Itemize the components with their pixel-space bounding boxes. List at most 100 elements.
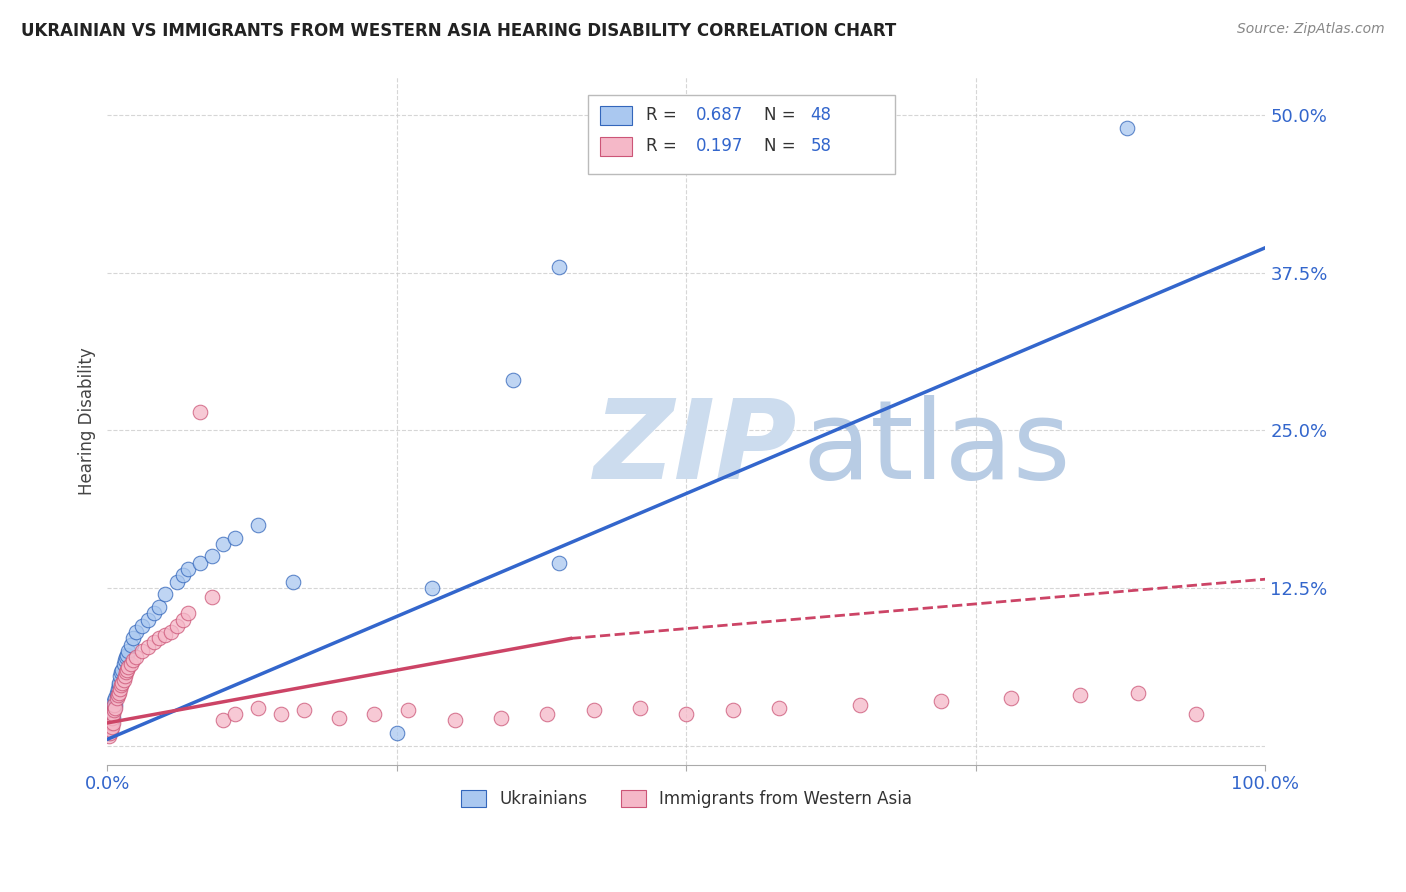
Point [125,650,148,665]
Point [120,657,142,671]
Point [142,606,165,620]
Y-axis label: Hearing Disability: Hearing Disability [79,347,96,495]
Point [188,404,211,418]
Point [136,613,159,627]
Point [224,531,246,545]
Point [101,711,124,725]
Point [224,707,246,722]
Point [443,714,465,728]
Point [675,707,697,722]
Point [125,625,148,640]
Point [420,581,443,595]
Point [101,715,124,730]
Point [107,688,129,702]
Point [246,518,269,533]
Point [1126,686,1149,700]
Point [97,729,120,743]
Point [98,726,121,740]
Point [111,663,134,677]
Point [108,675,131,690]
Text: R =: R = [645,137,682,155]
Point [246,700,269,714]
Point [166,619,188,633]
Point [114,669,136,683]
Text: Source: ZipAtlas.com: Source: ZipAtlas.com [1237,22,1385,37]
Point [110,665,132,680]
Point [108,669,131,683]
Point [363,707,385,722]
Point [177,562,200,576]
Point [582,703,605,717]
Point [281,574,304,589]
Point [100,723,122,738]
Point [117,644,139,658]
Point [172,568,194,582]
Point [188,556,211,570]
Point [160,625,183,640]
Point [101,711,124,725]
Point [212,714,235,728]
Point [98,723,121,738]
Point [117,660,139,674]
Point [97,726,120,740]
Text: 0.197: 0.197 [696,137,744,155]
Point [104,690,127,705]
Point [548,556,571,570]
Text: atlas: atlas [803,395,1071,502]
Point [142,635,165,649]
Point [849,698,872,713]
Point [101,707,124,722]
Point [105,688,128,702]
Point [100,720,122,734]
Bar [599,136,633,156]
Point [108,678,131,692]
Point [212,537,235,551]
Bar [599,105,633,125]
Text: 48: 48 [810,106,831,124]
Point [103,698,125,713]
Point [115,665,138,680]
Text: N =: N = [763,106,801,124]
Point [115,663,138,677]
Point [105,686,128,700]
Point [148,599,170,614]
Point [1069,688,1091,702]
Point [1185,707,1208,722]
Point [201,590,224,604]
Text: 58: 58 [810,137,831,155]
Point [120,638,142,652]
Point [1000,690,1022,705]
Point [101,707,124,722]
Point [100,714,122,728]
Point [100,715,122,730]
Point [628,700,651,714]
Point [136,640,159,655]
Point [502,373,524,387]
Point [115,650,138,665]
Point [104,698,127,713]
Point [112,673,135,687]
Point [172,613,194,627]
Point [398,703,420,717]
Point [489,711,512,725]
Text: R =: R = [645,106,682,124]
Point [103,694,125,708]
Point [108,681,131,696]
Point [112,657,135,671]
Point [101,703,124,717]
Point [105,690,128,705]
Point [768,700,790,714]
Point [110,678,132,692]
Point [548,260,571,274]
FancyBboxPatch shape [588,95,894,174]
Point [385,726,408,740]
Legend: Ukrainians, Immigrants from Western Asia: Ukrainians, Immigrants from Western Asia [454,783,918,814]
Point [721,703,744,717]
Point [929,694,952,708]
Point [107,681,129,696]
Point [536,707,558,722]
Text: N =: N = [763,137,801,155]
Point [111,675,134,690]
Point [292,703,315,717]
Point [1115,120,1137,135]
